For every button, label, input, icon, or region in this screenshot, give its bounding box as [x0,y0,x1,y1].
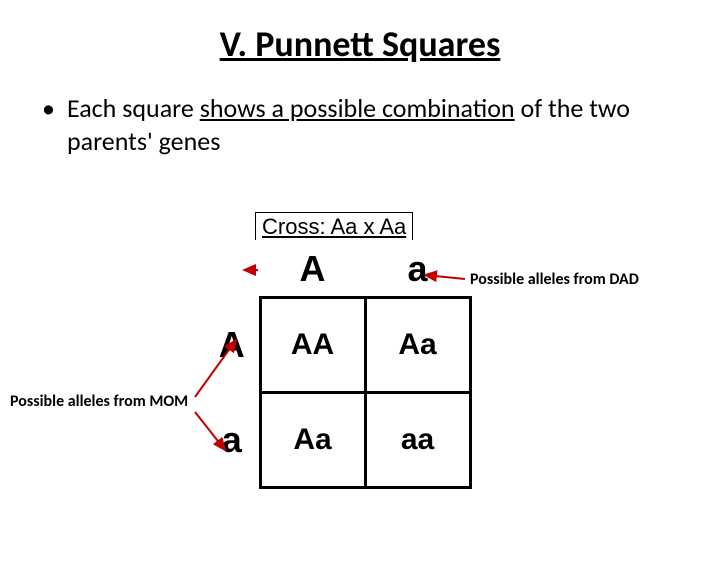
bullet-marker: • [42,92,55,157]
page-title: V. Punnett Squares [0,22,720,66]
bullet-underlined: shows a possible combination [200,92,515,124]
arrow-mom-1 [195,340,236,397]
arrow-dad [425,275,465,279]
bullet-pre: Each square [67,92,200,124]
bullet-list: • Each square shows a possible combinati… [38,92,682,157]
arrows-layer [0,212,720,562]
bullet-text: Each square shows a possible combination… [67,92,682,157]
arrow-mom-2 [195,412,225,450]
bullet-item: • Each square shows a possible combinati… [38,92,682,157]
punnett-diagram: Cross: Aa x Aa A a A AA Aa a Aa aa Possi… [0,212,720,562]
